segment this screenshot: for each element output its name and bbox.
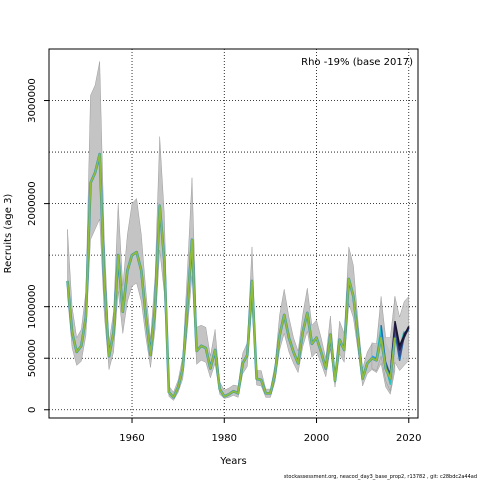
y-tick-label: 2000000 [27,181,38,226]
y-axis-title: Recruits (age 3) [3,194,14,274]
y-tick-label: 1000000 [27,284,38,329]
footer-note: stockassessment.org, neacod_day3_base_pr… [284,474,477,480]
series-lines [66,152,410,399]
plot-frame [48,48,419,419]
x-tick-label: 2000 [304,433,329,444]
x-tick-label: 1960 [119,433,144,444]
axes: 1960 1980 2000 2020 0 500000 1000000 2000000 300… [27,78,422,444]
y-tick-label: 3000000 [27,78,38,123]
x-axis-title: Years [219,456,246,467]
y-tick-label: 500000 [27,339,38,377]
base-estimate-line [66,153,396,399]
peel-confidence-band [371,295,409,392]
x-tick-label: 1980 [212,433,237,444]
y-tick-label: 0 [27,407,38,413]
retro-rho-annotation: Rho -19% (base 2017) [301,57,413,68]
x-tick-label: 2020 [396,433,421,444]
retro-peel-line [394,320,410,347]
